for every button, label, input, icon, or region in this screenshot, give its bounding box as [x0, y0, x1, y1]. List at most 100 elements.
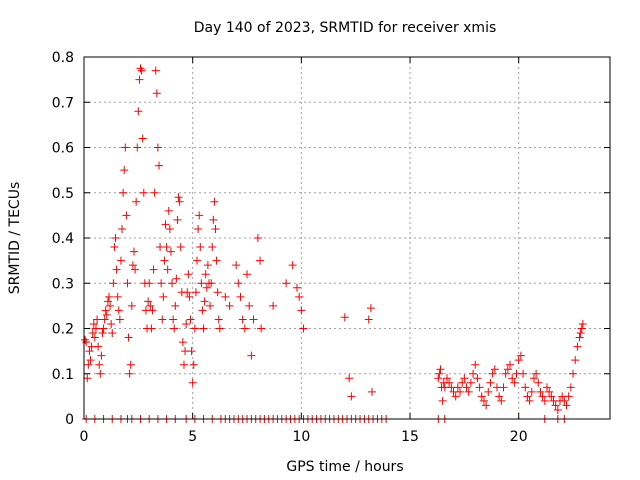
data-point	[234, 279, 243, 288]
data-point	[124, 333, 133, 342]
data-point	[367, 387, 376, 396]
data-point	[85, 347, 94, 356]
y-axis-ticks: 0 0.1 0.2 0.3 0.4 0.5 0.6 0.7 0.8	[52, 50, 610, 428]
data-point	[576, 329, 585, 338]
x-tick-label: 15	[401, 429, 419, 445]
data-point	[89, 319, 98, 328]
data-point	[148, 306, 157, 315]
data-point	[243, 270, 252, 279]
data-point	[193, 256, 202, 265]
data-point	[174, 193, 183, 202]
data-point	[188, 378, 197, 387]
x-tick-label: 10	[292, 429, 310, 445]
data-point	[185, 292, 194, 301]
y-tick-label: 0.6	[52, 141, 74, 157]
data-point	[438, 396, 447, 405]
data-point	[132, 197, 141, 206]
data-point	[295, 292, 304, 301]
data-point	[154, 161, 163, 170]
data-point	[95, 360, 104, 369]
data-point	[477, 392, 486, 401]
x-axis-label: GPS time / hours	[286, 459, 403, 475]
data-point	[466, 378, 475, 387]
data-point	[347, 392, 356, 401]
data-point	[109, 279, 118, 288]
data-point	[506, 360, 515, 369]
data-point	[458, 378, 467, 387]
data-point	[190, 324, 199, 333]
data-point	[139, 188, 148, 197]
data-point	[236, 292, 245, 301]
data-point	[519, 369, 528, 378]
data-point	[111, 234, 120, 242]
data-point	[211, 224, 220, 233]
data-point	[269, 301, 278, 310]
data-point	[101, 306, 110, 315]
data-point	[514, 356, 523, 365]
data-point	[560, 396, 569, 405]
data-point	[166, 247, 175, 256]
data-point	[127, 301, 136, 310]
data-point	[189, 360, 198, 369]
data-point	[214, 315, 223, 324]
data-point	[212, 256, 221, 265]
data-point	[170, 324, 179, 333]
data-point	[82, 338, 91, 347]
data-point	[86, 356, 95, 365]
data-point	[497, 396, 506, 405]
data-point	[510, 378, 519, 387]
data-point	[299, 324, 308, 333]
data-point	[462, 383, 471, 392]
data-point	[196, 243, 205, 252]
data-point	[249, 315, 258, 324]
data-point	[96, 369, 105, 378]
data-point	[144, 297, 153, 306]
data-point	[187, 347, 196, 356]
data-point	[149, 265, 158, 274]
data-point	[97, 351, 106, 360]
data-point	[175, 197, 184, 206]
data-point	[134, 107, 143, 116]
data-point	[88, 329, 97, 338]
data-point	[471, 360, 480, 369]
data-point	[133, 143, 142, 152]
data-point	[102, 310, 111, 319]
data-point	[464, 387, 473, 396]
data-point	[99, 324, 108, 333]
x-tick-label: 5	[188, 429, 197, 445]
data-point	[128, 261, 137, 270]
data-point	[108, 329, 117, 338]
data-point	[208, 243, 217, 252]
data-point	[123, 279, 132, 288]
data-point	[257, 324, 266, 333]
data-point	[198, 306, 207, 315]
data-point	[100, 315, 109, 324]
data-point	[83, 374, 92, 383]
data-point	[366, 304, 375, 313]
y-tick-label: 0.4	[52, 231, 74, 247]
data-point	[138, 134, 147, 143]
data-point	[456, 387, 465, 396]
data-point	[103, 297, 112, 306]
data-point	[186, 315, 195, 324]
data-point	[202, 283, 211, 292]
data-point	[499, 383, 508, 392]
data-point	[129, 247, 138, 256]
data-point	[113, 292, 122, 301]
data-point	[564, 392, 573, 401]
data-point	[282, 279, 291, 288]
data-point	[210, 197, 219, 206]
data-point	[172, 274, 181, 283]
data-point	[245, 301, 254, 310]
data-point	[232, 261, 241, 270]
data-point	[159, 292, 168, 301]
data-point	[527, 387, 536, 396]
data-point	[183, 288, 192, 297]
y-tick-label: 0.3	[52, 276, 74, 292]
data-point	[194, 224, 203, 233]
data-point	[495, 392, 504, 401]
data-point	[221, 292, 230, 301]
data-point	[538, 392, 547, 401]
data-point	[525, 396, 534, 405]
